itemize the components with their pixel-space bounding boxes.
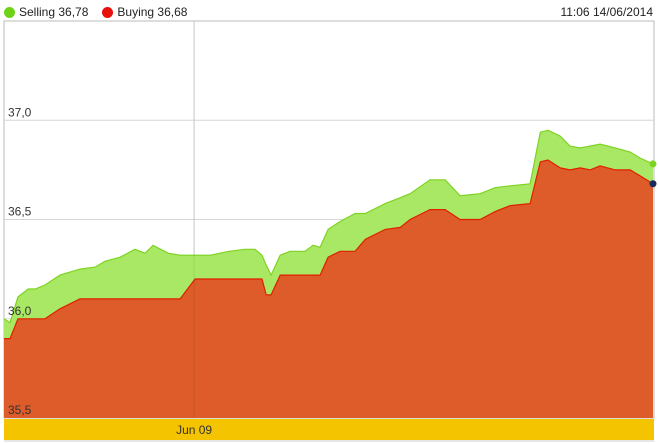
selling-end-marker	[649, 160, 657, 168]
x-tick-label: Jun 09	[176, 423, 212, 437]
buying-area	[4, 160, 653, 418]
y-tick-label: 35,5	[8, 403, 32, 417]
y-tick-label: 37,0	[8, 105, 32, 119]
selling-legend-dot-icon	[4, 6, 15, 18]
timestamp: 11:06 14/06/2014	[560, 5, 653, 19]
buying-legend-dot-icon	[102, 6, 114, 18]
chart-legend: Selling 36,78 Buying 36,68	[4, 5, 197, 19]
x-axis-band	[4, 419, 654, 440]
selling-legend-label: Selling 36,78	[19, 5, 89, 19]
buying-legend-label: Buying 36,68	[117, 5, 188, 19]
y-tick-label: 36,5	[8, 205, 32, 219]
y-tick-label: 36,0	[8, 304, 32, 318]
selling-line	[3, 129, 654, 324]
buying-end-marker	[649, 180, 657, 188]
buying-line	[4, 159, 654, 340]
